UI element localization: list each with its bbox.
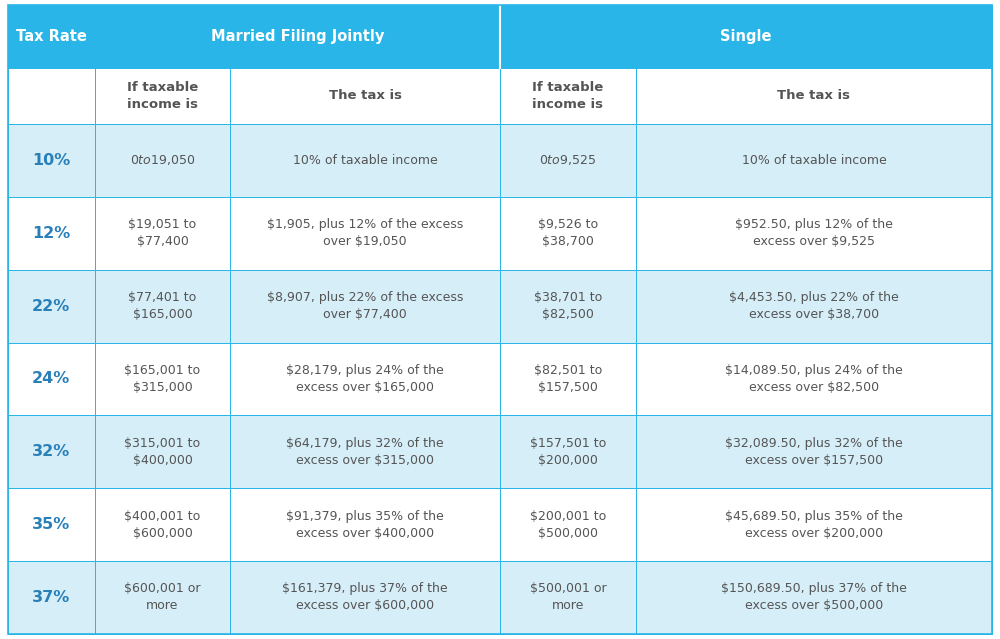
Bar bbox=[500, 488, 636, 561]
Text: Single: Single bbox=[720, 29, 772, 44]
Text: $165,001 to
$315,000: $165,001 to $315,000 bbox=[124, 364, 201, 394]
Bar bbox=[636, 343, 992, 415]
Bar bbox=[95, 5, 500, 68]
Text: $315,001 to
$400,000: $315,001 to $400,000 bbox=[124, 437, 201, 466]
Text: $600,001 or
more: $600,001 or more bbox=[124, 583, 201, 612]
Bar bbox=[636, 124, 992, 197]
Text: $1,905, plus 12% of the excess
over $19,050: $1,905, plus 12% of the excess over $19,… bbox=[267, 219, 463, 248]
Bar bbox=[230, 124, 500, 197]
Bar bbox=[8, 68, 95, 124]
Text: 32%: 32% bbox=[32, 444, 70, 459]
Text: $500,001 or
more: $500,001 or more bbox=[530, 583, 606, 612]
Text: $28,179, plus 24% of the
excess over $165,000: $28,179, plus 24% of the excess over $16… bbox=[286, 364, 444, 394]
Text: 35%: 35% bbox=[32, 517, 70, 532]
Bar bbox=[95, 343, 230, 415]
Text: $952.50, plus 12% of the
excess over $9,525: $952.50, plus 12% of the excess over $9,… bbox=[735, 219, 893, 248]
Bar bbox=[95, 124, 230, 197]
Bar bbox=[636, 197, 992, 270]
Text: $45,689.50, plus 35% of the
excess over $200,000: $45,689.50, plus 35% of the excess over … bbox=[725, 510, 903, 539]
Bar bbox=[8, 124, 95, 197]
Text: 10% of taxable income: 10% of taxable income bbox=[742, 154, 886, 167]
Text: $32,089.50, plus 32% of the
excess over $157,500: $32,089.50, plus 32% of the excess over … bbox=[725, 437, 903, 466]
Bar bbox=[636, 68, 992, 124]
Bar bbox=[500, 561, 636, 634]
Text: $77,401 to
$165,000: $77,401 to $165,000 bbox=[128, 291, 197, 321]
Bar bbox=[8, 197, 95, 270]
Bar bbox=[95, 488, 230, 561]
Text: $200,001 to
$500,000: $200,001 to $500,000 bbox=[530, 510, 606, 539]
Bar bbox=[95, 68, 230, 124]
Bar bbox=[636, 561, 992, 634]
Bar bbox=[8, 415, 95, 488]
Text: $0 to $19,050: $0 to $19,050 bbox=[130, 153, 195, 167]
Text: 37%: 37% bbox=[32, 590, 70, 605]
Bar bbox=[500, 270, 636, 343]
Text: $150,689.50, plus 37% of the
excess over $500,000: $150,689.50, plus 37% of the excess over… bbox=[721, 583, 907, 612]
Text: Tax Rate: Tax Rate bbox=[16, 29, 87, 44]
Bar bbox=[500, 5, 992, 68]
Bar bbox=[8, 270, 95, 343]
Text: The tax is: The tax is bbox=[777, 89, 850, 102]
Text: $9,526 to
$38,700: $9,526 to $38,700 bbox=[538, 219, 598, 248]
Bar bbox=[230, 561, 500, 634]
Text: $0 to $9,525: $0 to $9,525 bbox=[539, 153, 597, 167]
Text: 22%: 22% bbox=[32, 298, 70, 314]
Bar bbox=[636, 270, 992, 343]
Text: $91,379, plus 35% of the
excess over $400,000: $91,379, plus 35% of the excess over $40… bbox=[286, 510, 444, 539]
Bar bbox=[95, 561, 230, 634]
Text: $8,907, plus 22% of the excess
over $77,400: $8,907, plus 22% of the excess over $77,… bbox=[267, 291, 463, 321]
Bar bbox=[95, 197, 230, 270]
Bar bbox=[8, 5, 95, 68]
Text: $64,179, plus 32% of the
excess over $315,000: $64,179, plus 32% of the excess over $31… bbox=[286, 437, 444, 466]
Bar bbox=[636, 488, 992, 561]
Text: $161,379, plus 37% of the
excess over $600,000: $161,379, plus 37% of the excess over $6… bbox=[282, 583, 448, 612]
Bar bbox=[230, 415, 500, 488]
Bar bbox=[230, 343, 500, 415]
Text: If taxable
income is: If taxable income is bbox=[127, 81, 198, 111]
Text: $4,453.50, plus 22% of the
excess over $38,700: $4,453.50, plus 22% of the excess over $… bbox=[729, 291, 899, 321]
Text: $19,051 to
$77,400: $19,051 to $77,400 bbox=[128, 219, 197, 248]
Bar bbox=[500, 68, 636, 124]
Bar bbox=[8, 561, 95, 634]
Text: 10% of taxable income: 10% of taxable income bbox=[293, 154, 438, 167]
Bar bbox=[8, 343, 95, 415]
Text: 10%: 10% bbox=[32, 153, 70, 168]
Bar bbox=[95, 415, 230, 488]
Text: 12%: 12% bbox=[32, 226, 70, 241]
Text: $82,501 to
$157,500: $82,501 to $157,500 bbox=[534, 364, 602, 394]
Text: If taxable
income is: If taxable income is bbox=[532, 81, 604, 111]
Text: $400,001 to
$600,000: $400,001 to $600,000 bbox=[124, 510, 201, 539]
Bar bbox=[95, 270, 230, 343]
Text: $38,701 to
$82,500: $38,701 to $82,500 bbox=[534, 291, 602, 321]
Text: $14,089.50, plus 24% of the
excess over $82,500: $14,089.50, plus 24% of the excess over … bbox=[725, 364, 903, 394]
Bar bbox=[636, 415, 992, 488]
Bar bbox=[500, 197, 636, 270]
Bar bbox=[500, 124, 636, 197]
Bar bbox=[500, 343, 636, 415]
Text: $157,501 to
$200,000: $157,501 to $200,000 bbox=[530, 437, 606, 466]
Text: 24%: 24% bbox=[32, 371, 70, 387]
Bar bbox=[230, 197, 500, 270]
Text: Married Filing Jointly: Married Filing Jointly bbox=[211, 29, 384, 44]
Bar bbox=[230, 68, 500, 124]
Text: The tax is: The tax is bbox=[329, 89, 402, 102]
Bar bbox=[230, 488, 500, 561]
Bar bbox=[8, 488, 95, 561]
Bar bbox=[230, 270, 500, 343]
Bar bbox=[500, 415, 636, 488]
